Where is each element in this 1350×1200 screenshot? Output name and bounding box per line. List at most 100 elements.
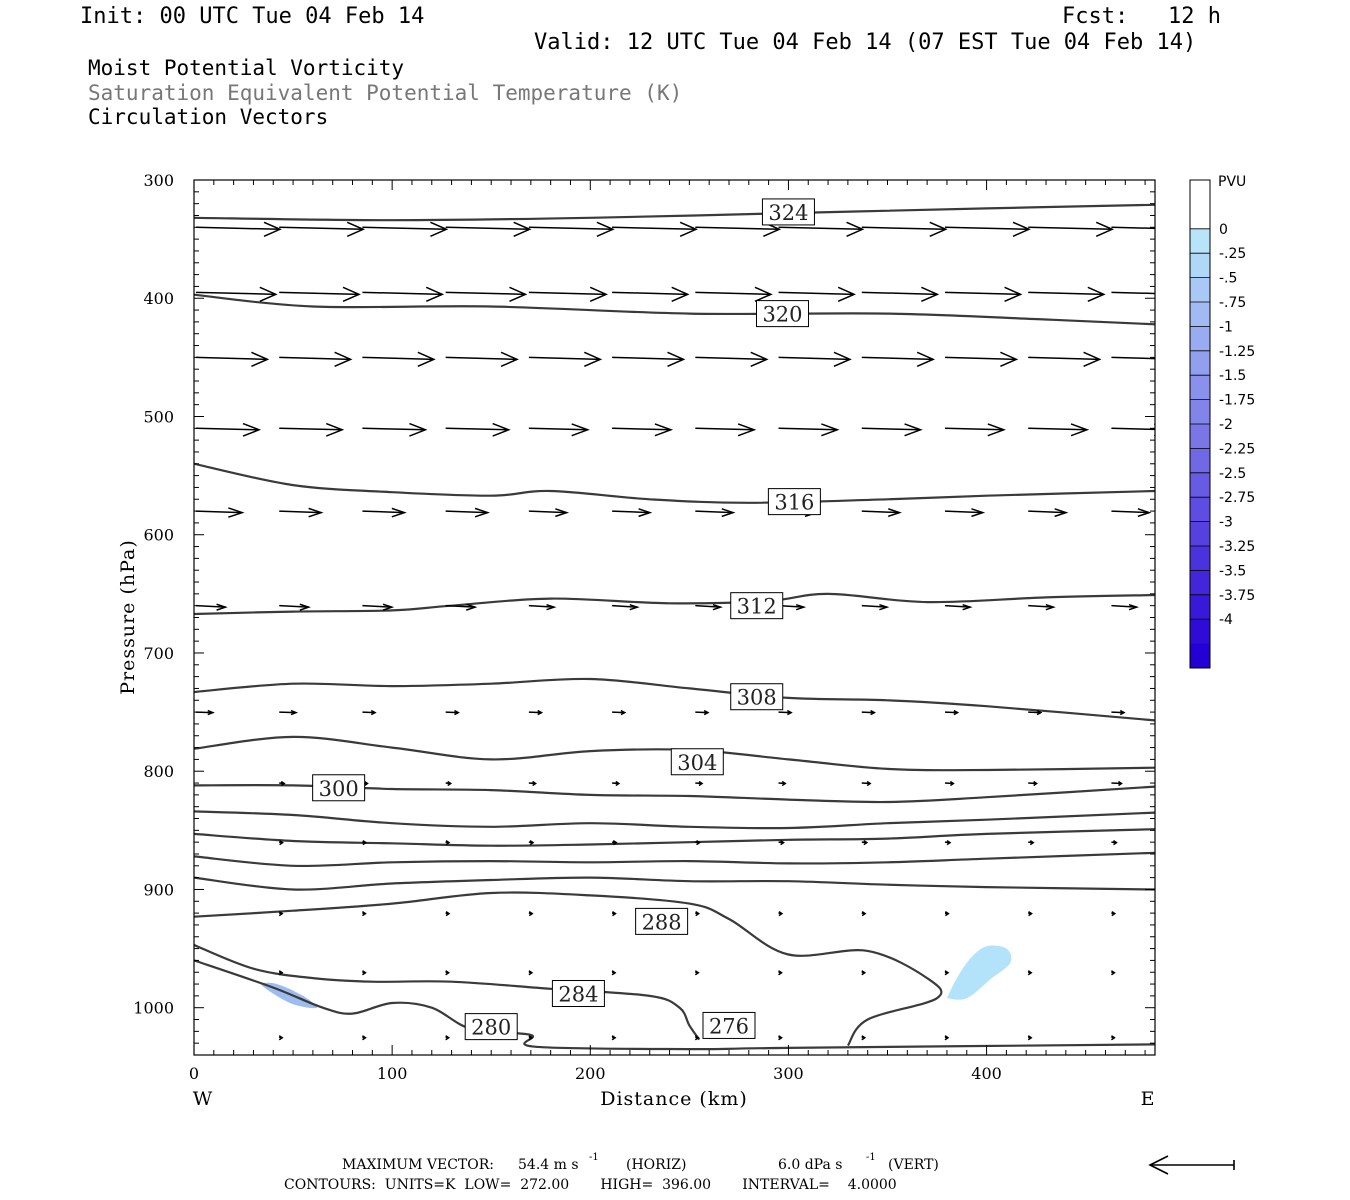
vector-arrow xyxy=(195,221,282,237)
vector-arrow xyxy=(1111,840,1118,846)
vector-shaft xyxy=(861,291,938,296)
vector-arrow xyxy=(612,221,698,237)
vector-arrow xyxy=(612,423,674,437)
vector-arrow xyxy=(1028,780,1038,787)
contour-label-312: 312 xyxy=(737,595,777,619)
vector-head xyxy=(537,709,544,716)
vector-arrow xyxy=(611,970,617,976)
vector-arrow xyxy=(861,709,876,716)
vector-shaft xyxy=(861,510,900,514)
pv-shading xyxy=(259,945,1012,1009)
colorbar-swatch xyxy=(1190,399,1210,425)
vector-shaft xyxy=(279,291,360,296)
vector-shaft xyxy=(612,291,688,296)
vector-shaft xyxy=(861,356,934,361)
colorbar-swatch xyxy=(1190,350,1210,376)
vector-head xyxy=(611,1035,617,1041)
vector-head xyxy=(1033,780,1038,787)
vector-arrow xyxy=(695,508,736,518)
vector-shaft xyxy=(1111,226,1155,230)
colorbar-label: -.25 xyxy=(1219,246,1246,262)
vector-head xyxy=(528,970,534,976)
vector-shaft xyxy=(778,711,792,714)
vector-head xyxy=(695,910,701,917)
vector-head xyxy=(228,507,245,518)
colorbar-label: -1.25 xyxy=(1219,344,1255,360)
vector-arrow xyxy=(1028,423,1090,437)
vector-head xyxy=(612,840,618,846)
vector-shaft xyxy=(279,226,364,231)
contour-312 xyxy=(194,592,1155,616)
vector-head xyxy=(1095,221,1115,237)
vector-arrow xyxy=(944,603,973,611)
vector-head xyxy=(1054,508,1069,518)
vector-head xyxy=(546,603,557,611)
title-line-1: Moist Potential Vorticity xyxy=(88,56,405,80)
x-tick-label: 0 xyxy=(189,1064,199,1083)
vector-shaft xyxy=(695,291,771,296)
vector-shaft xyxy=(778,427,838,431)
fcst-value: 12 h xyxy=(1168,4,1221,29)
vector-head xyxy=(694,970,700,976)
vector-arrow xyxy=(279,507,324,518)
vector-head xyxy=(821,423,840,437)
vector-head xyxy=(795,603,807,611)
vector-head xyxy=(263,221,282,237)
vector-head xyxy=(370,709,377,716)
vector-head xyxy=(696,840,701,846)
vector-head xyxy=(278,970,284,976)
vector-head xyxy=(1111,1035,1116,1041)
vector-arrow xyxy=(611,1035,617,1041)
vector-arrow xyxy=(612,709,627,716)
colorbar-swatch xyxy=(1190,424,1210,449)
y-tick-label: 900 xyxy=(143,880,174,899)
vector-shaft xyxy=(445,291,526,296)
vector-shaft xyxy=(778,356,850,361)
vector-head xyxy=(1087,286,1106,303)
vector-arrow xyxy=(445,910,451,917)
vector-head xyxy=(611,970,617,976)
vector-arrow xyxy=(279,422,345,437)
vector-shaft xyxy=(944,510,983,514)
vector-shaft xyxy=(279,510,322,514)
vector-head xyxy=(1119,709,1126,716)
vector-shaft xyxy=(1111,510,1150,514)
vector-shaft xyxy=(528,291,607,296)
vector-head xyxy=(916,351,936,368)
vector-head xyxy=(346,221,366,237)
vector-arrow xyxy=(1028,221,1115,237)
vector-head xyxy=(787,709,793,716)
vector-arrow xyxy=(778,1035,783,1041)
colorbar-swatch xyxy=(1190,546,1210,571)
vector-head xyxy=(409,422,428,437)
vector-shaft xyxy=(944,226,1030,231)
horiz-tag: (HORIZ) xyxy=(626,1157,687,1173)
vector-shaft xyxy=(445,226,530,231)
vector-head xyxy=(861,1035,867,1041)
colorbar-label: -.5 xyxy=(1219,271,1237,287)
vector-head xyxy=(778,1035,783,1041)
vector-shaft xyxy=(944,291,1021,296)
vector-arrow xyxy=(861,840,869,846)
vector-arrow xyxy=(695,423,757,437)
vector-arrow xyxy=(944,286,1023,303)
vector-shaft xyxy=(195,604,226,608)
vector-arrow xyxy=(528,910,534,917)
vector-head xyxy=(571,423,590,437)
vector-arrow xyxy=(528,508,570,518)
colorbar-label: -3.5 xyxy=(1219,563,1246,579)
vector-arrow xyxy=(778,423,840,437)
vector-head xyxy=(949,780,955,787)
y-tick-label: 500 xyxy=(143,407,174,426)
vector-shaft xyxy=(528,604,555,608)
max-vector-horiz: 54.4 m s xyxy=(518,1157,579,1173)
vector-head xyxy=(207,709,215,716)
vector-arrow xyxy=(278,1035,284,1041)
vector-head xyxy=(1036,709,1043,716)
colorbar-label: -1 xyxy=(1219,319,1233,335)
vector-arrow xyxy=(861,910,867,917)
vector-arrow xyxy=(1111,970,1116,976)
y-tick-label: 800 xyxy=(143,762,174,781)
vector-head xyxy=(971,508,986,518)
colorbar-swatch xyxy=(1190,326,1210,352)
